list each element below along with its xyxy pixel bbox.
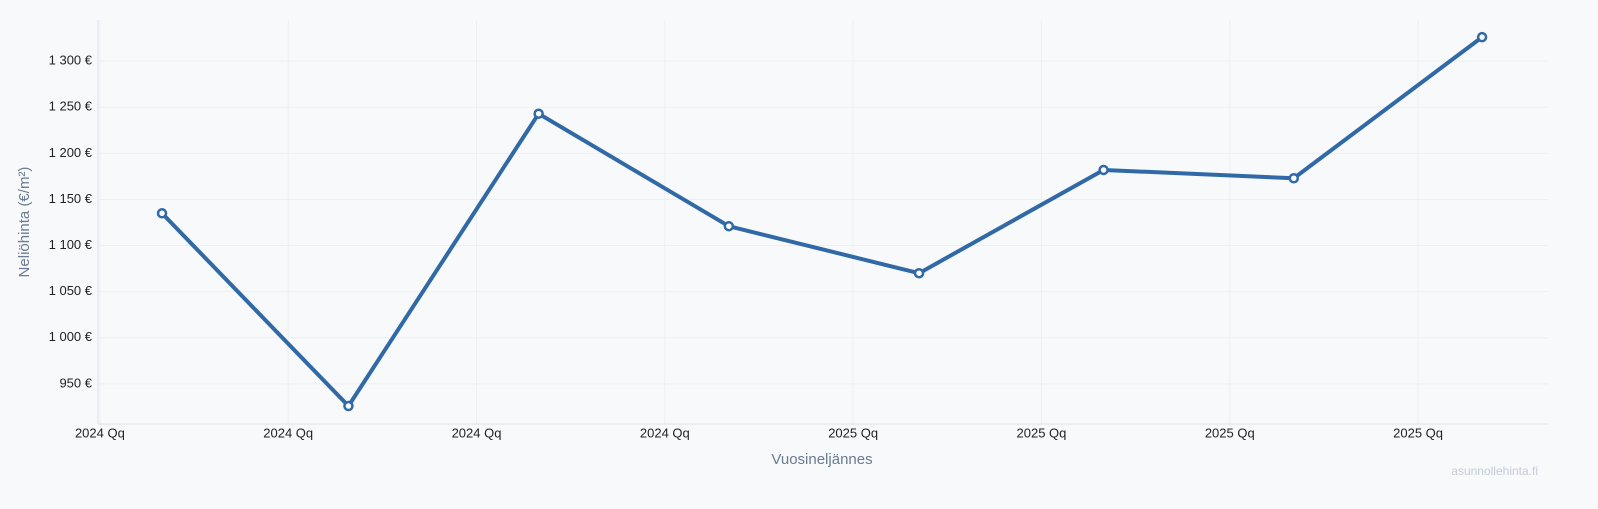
x-tick-label: 2024 Qq — [452, 425, 502, 440]
grid — [98, 20, 1548, 424]
point — [723, 220, 735, 232]
y-tick-label: 1 050 € — [49, 283, 93, 298]
point — [343, 400, 354, 412]
point — [1098, 164, 1109, 176]
x-tick-label: 2024 Qq — [75, 425, 125, 440]
x-tick-label: 2025 Qq — [828, 425, 878, 440]
y-axis-title: Neliöhinta (€/m²) — [16, 167, 33, 278]
x-tick-label: 2024 Qq — [640, 425, 690, 440]
x-axis-title: Vuosineljännes — [771, 451, 872, 468]
y-tick-label: 1 150 € — [49, 191, 93, 206]
point — [156, 208, 168, 219]
y-tick-label: 1 300 € — [49, 53, 93, 68]
point — [1476, 31, 1488, 43]
x-tick-label: 2025 Qq — [1017, 425, 1067, 440]
point — [1288, 172, 1300, 184]
x-tick-label: 2025 Qq — [1205, 425, 1255, 440]
x-tick-label: 2024 Qq — [263, 425, 313, 440]
y-tick-label: 1 000 € — [49, 329, 93, 344]
watermark: asunnollehinta.fi — [1451, 464, 1538, 478]
y-tick-label: 1 100 € — [49, 237, 93, 252]
x-tick-label: 2025 Qq — [1393, 425, 1443, 440]
line — [160, 35, 1484, 409]
y-tick-label: 1 250 € — [49, 99, 93, 114]
point — [913, 267, 925, 279]
point — [533, 108, 544, 119]
y-tick-label: 1 200 € — [49, 145, 93, 160]
y-tick-label: 950 € — [59, 375, 92, 390]
